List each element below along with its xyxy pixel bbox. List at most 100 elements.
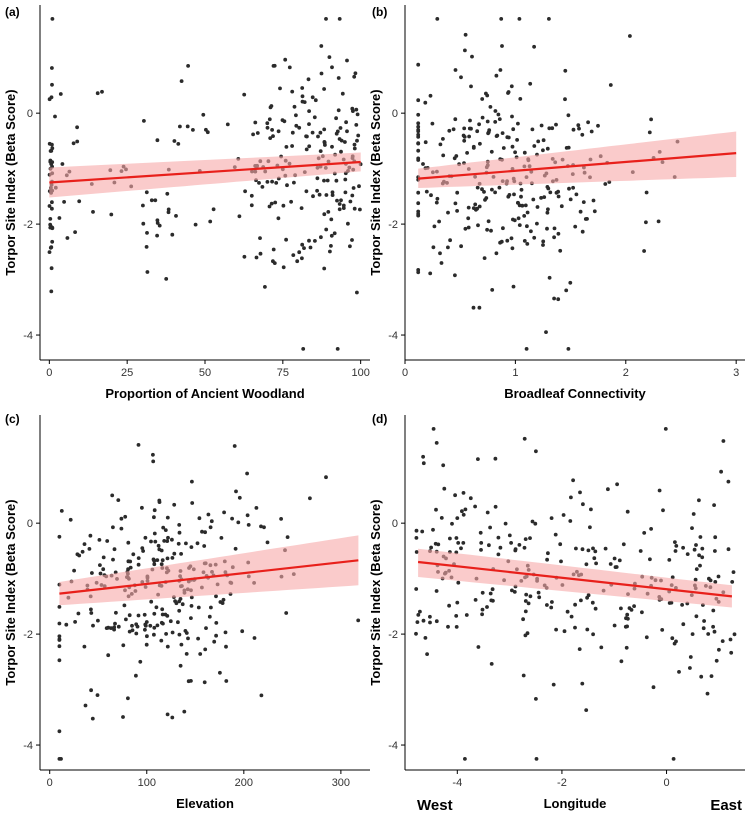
data-point	[713, 580, 718, 584]
data-point	[57, 658, 62, 663]
data-point	[348, 199, 353, 204]
data-point	[423, 100, 428, 105]
data-point	[177, 608, 182, 613]
data-point	[176, 620, 180, 625]
data-point	[589, 129, 594, 134]
data-point	[170, 715, 175, 720]
data-point	[300, 94, 305, 99]
data-point	[64, 622, 69, 627]
data-point	[656, 219, 661, 224]
data-point	[518, 97, 523, 101]
data-point	[485, 227, 489, 232]
data-point	[113, 621, 117, 626]
data-point	[114, 610, 118, 615]
data-point	[195, 541, 200, 546]
data-point	[512, 590, 517, 594]
data-point	[566, 113, 571, 118]
data-point	[455, 209, 459, 213]
data-point	[318, 149, 323, 154]
data-point	[183, 629, 188, 633]
data-point	[75, 125, 79, 130]
data-point	[591, 632, 595, 637]
data-point	[642, 249, 646, 253]
data-point	[58, 92, 63, 96]
data-point	[456, 580, 461, 585]
data-point	[155, 233, 160, 238]
data-point	[416, 141, 421, 146]
data-point	[691, 512, 696, 516]
y-axis-title: Torpor Site Index (Beta Score)	[368, 89, 383, 275]
data-point	[311, 194, 315, 199]
x-axis-title: Broadleaf Connectivity	[504, 386, 646, 401]
data-point	[476, 457, 480, 461]
data-point	[690, 526, 694, 530]
data-point	[179, 552, 184, 556]
data-point	[490, 288, 495, 292]
data-point	[489, 149, 494, 154]
data-point	[155, 558, 160, 562]
data-point	[545, 557, 549, 562]
data-point	[414, 536, 419, 540]
data-point	[284, 611, 289, 615]
data-point	[673, 540, 677, 544]
data-point	[490, 587, 495, 592]
data-point	[284, 237, 288, 242]
data-point	[522, 239, 527, 243]
data-point	[532, 235, 537, 240]
data-point	[271, 134, 275, 139]
data-point	[515, 138, 519, 142]
data-point	[552, 235, 556, 240]
data-point	[289, 199, 293, 204]
data-point	[176, 541, 181, 546]
data-point	[523, 633, 528, 638]
data-point	[688, 655, 693, 659]
data-point	[479, 541, 484, 545]
data-point	[189, 545, 194, 549]
data-point	[453, 201, 458, 206]
data-point	[190, 479, 194, 484]
data-point	[170, 232, 175, 237]
data-point	[698, 563, 702, 568]
data-point	[225, 122, 230, 127]
y-tick-label: -4	[388, 330, 398, 342]
data-point	[153, 539, 158, 544]
data-point	[539, 123, 544, 128]
data-point	[480, 607, 485, 612]
data-point	[126, 559, 131, 564]
data-point	[705, 691, 710, 696]
data-point	[448, 238, 452, 243]
data-point	[470, 54, 474, 59]
data-point	[301, 347, 306, 351]
data-point	[454, 625, 459, 629]
data-point	[50, 239, 55, 244]
data-point	[104, 626, 109, 630]
data-point	[549, 605, 554, 610]
data-point	[485, 605, 489, 609]
data-point	[357, 184, 361, 189]
data-point	[463, 226, 468, 231]
data-point	[254, 255, 259, 260]
data-point	[283, 57, 288, 62]
data-point	[151, 459, 156, 464]
data-point	[165, 556, 170, 561]
data-point	[498, 545, 503, 550]
x-tick-label: 0	[663, 777, 669, 789]
data-point	[251, 132, 256, 137]
data-point	[592, 209, 597, 214]
data-point	[580, 547, 585, 552]
data-point	[319, 71, 324, 76]
data-point	[236, 520, 241, 525]
data-point	[218, 600, 223, 604]
data-point	[571, 478, 575, 483]
data-point	[414, 587, 419, 591]
data-point	[428, 271, 433, 276]
data-point	[207, 614, 212, 619]
data-point	[414, 550, 419, 554]
data-point	[612, 556, 617, 561]
data-point	[524, 592, 529, 597]
data-point	[221, 597, 226, 602]
data-point	[523, 203, 528, 208]
data-point	[685, 552, 690, 556]
east-label: East	[710, 797, 742, 814]
data-point	[101, 567, 106, 572]
